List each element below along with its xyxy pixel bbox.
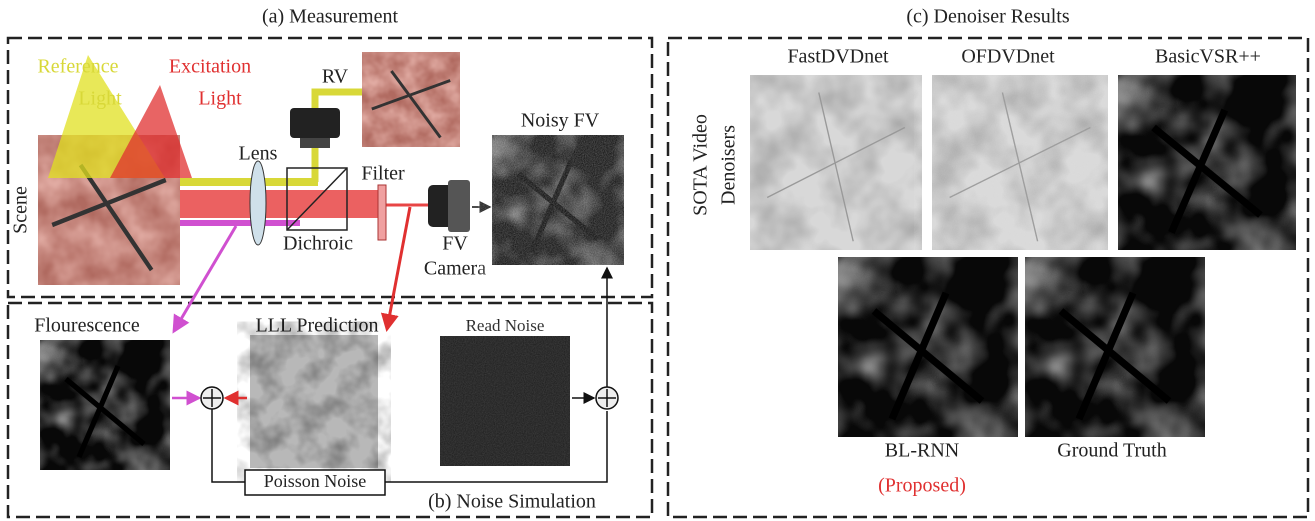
rv-image xyxy=(362,52,460,147)
sum-node xyxy=(201,387,223,409)
connector xyxy=(212,409,245,482)
ground-truth-label: Ground Truth xyxy=(1057,440,1166,462)
reference-label: Light xyxy=(78,88,122,110)
reference-label: Reference xyxy=(37,56,118,78)
poisson-label: Poisson Noise xyxy=(264,471,367,491)
lll-label: LLL Prediction xyxy=(255,315,378,337)
lens-label: Lens xyxy=(239,143,278,165)
group-label: Denoisers xyxy=(718,125,740,205)
noisy-fv-label: Noisy FV xyxy=(521,110,600,132)
proposed-note: (Proposed) xyxy=(878,475,966,497)
panel-title: (b) Noise Simulation xyxy=(428,491,596,513)
fv-label: FV xyxy=(442,233,468,255)
rv-camera xyxy=(300,138,330,148)
reference-beam xyxy=(180,178,318,186)
fv-label: Camera xyxy=(424,258,486,280)
read-noise-image xyxy=(440,336,570,466)
excitation-label: Excitation xyxy=(169,56,251,78)
panel-title: (c) Denoiser Results xyxy=(906,6,1070,28)
fluorescence-image xyxy=(40,340,170,470)
method-image xyxy=(1118,75,1296,250)
excitation-beam xyxy=(180,190,380,218)
arrow xyxy=(387,207,410,329)
method-label: OFDVDnet xyxy=(961,46,1055,68)
noisy-fv-noise xyxy=(492,135,624,265)
ground-truth-image xyxy=(1025,257,1205,437)
filter-label: Filter xyxy=(361,163,405,185)
method-label: BasicVSR++ xyxy=(1155,46,1261,68)
rv-camera xyxy=(290,108,340,138)
filter xyxy=(378,185,386,240)
lens xyxy=(250,161,266,245)
figure: (a) Measurement Scene Reference Light Ex… xyxy=(0,0,1315,521)
group-label: SOTA Video xyxy=(690,114,712,216)
excitation-label: Light xyxy=(198,88,242,110)
fv-camera xyxy=(448,180,470,232)
lll-image xyxy=(250,335,378,468)
read-noise-label: Read Noise xyxy=(466,316,545,335)
rv-label: RV xyxy=(322,66,349,88)
proposed-image xyxy=(838,257,1018,437)
scene-label: Scene xyxy=(10,186,32,234)
panel-title: (a) Measurement xyxy=(262,6,398,28)
sum-node xyxy=(596,387,618,409)
method-image xyxy=(750,75,922,250)
dichroic-label: Dichroic xyxy=(283,233,353,255)
method-label: FastDVDnet xyxy=(787,46,889,68)
fluorescence-label: Flourescence xyxy=(34,315,140,337)
arrow xyxy=(174,226,236,331)
method-image xyxy=(932,75,1108,250)
proposed-label: BL-RNN xyxy=(885,440,959,462)
